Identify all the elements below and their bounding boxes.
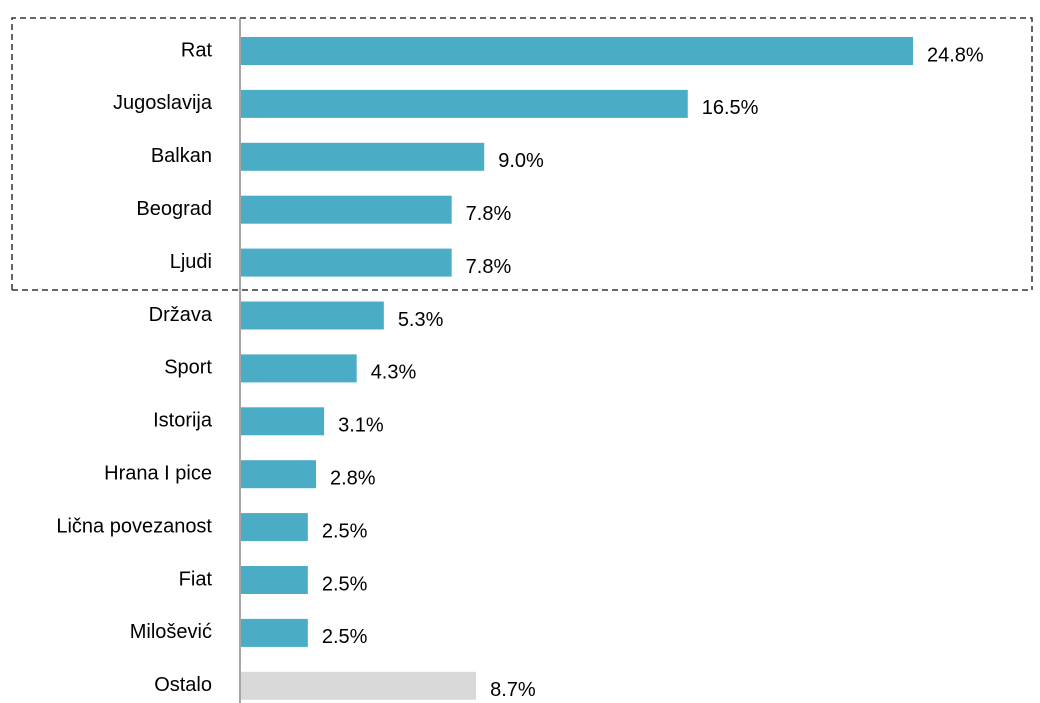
value-label: 7.8% <box>466 203 512 225</box>
bar <box>241 671 477 700</box>
value-label: 2.5% <box>322 626 368 648</box>
category-label: Fiat <box>179 568 213 590</box>
bar <box>241 142 485 171</box>
bar <box>241 37 913 65</box>
bar <box>241 301 384 330</box>
category-label: Milošević <box>130 621 212 643</box>
bar <box>241 248 452 277</box>
value-label: 7.8% <box>466 256 512 278</box>
value-label: 2.5% <box>322 520 368 542</box>
value-label: 24.8% <box>927 44 984 66</box>
bar <box>241 354 357 383</box>
value-label: 3.1% <box>338 415 384 437</box>
highlight-box <box>11 17 1033 290</box>
category-label: Ljudi <box>170 251 212 273</box>
value-label: 9.0% <box>498 150 544 172</box>
category-label: Balkan <box>151 145 212 167</box>
bar <box>241 407 325 436</box>
category-label: Država <box>149 304 213 326</box>
category-label: Sport <box>164 357 212 379</box>
bar <box>241 89 688 118</box>
bar <box>241 566 308 594</box>
bar <box>241 195 452 224</box>
value-label: 8.7% <box>490 679 536 701</box>
value-label: 16.5% <box>702 97 759 119</box>
category-label: Beograd <box>136 198 212 220</box>
category-label: Istorija <box>153 410 213 432</box>
bar <box>241 618 308 647</box>
value-label: 2.5% <box>322 573 368 595</box>
value-label: 4.3% <box>371 362 417 384</box>
bar <box>241 513 308 542</box>
category-label: Rat <box>181 39 213 61</box>
value-label: 2.8% <box>330 467 376 489</box>
bar <box>241 460 316 489</box>
category-label: Ostalo <box>154 674 212 696</box>
category-label: Jugoslavija <box>113 92 213 114</box>
category-label: Hrana I pice <box>104 462 212 484</box>
category-label: Lična povezanost <box>56 515 212 537</box>
value-label: 5.3% <box>398 309 444 331</box>
